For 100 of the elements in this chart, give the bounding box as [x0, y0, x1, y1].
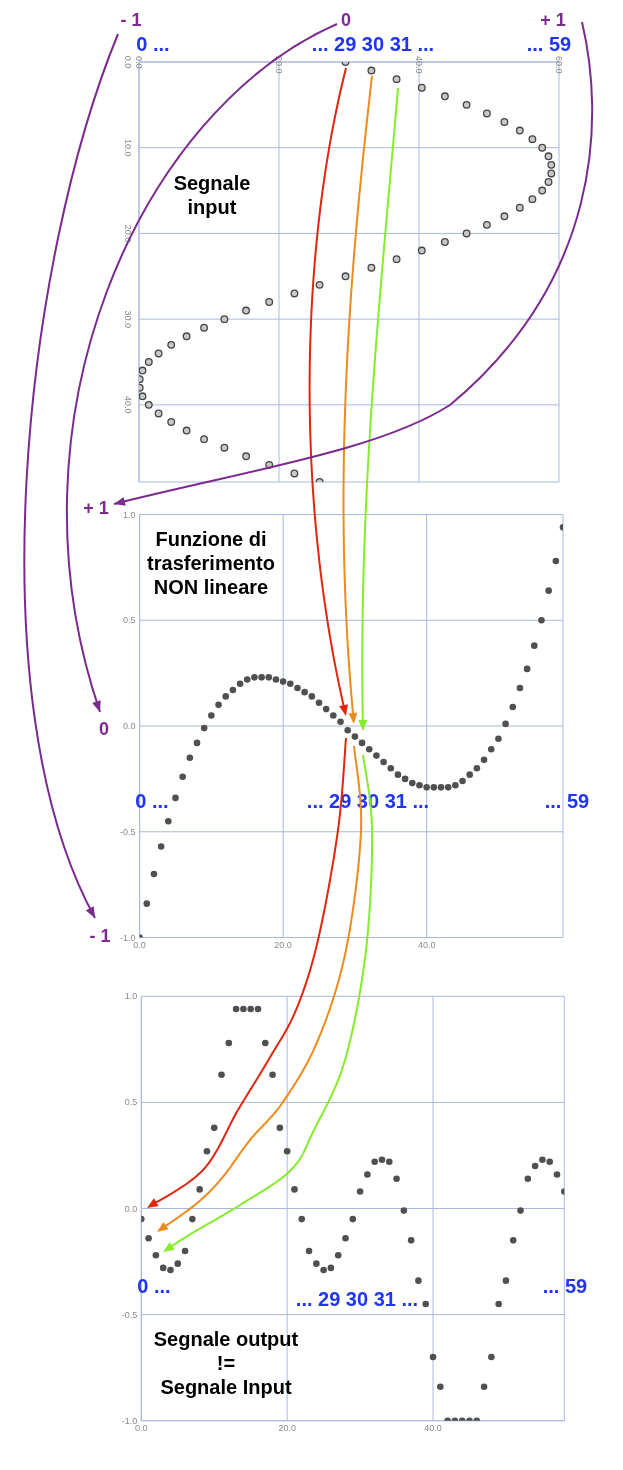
point [305, 1247, 313, 1255]
point [473, 765, 481, 772]
point [287, 680, 294, 687]
point [509, 703, 517, 711]
point [181, 1247, 189, 1255]
point [330, 712, 337, 719]
point [367, 263, 376, 272]
point [276, 1124, 284, 1132]
point [437, 1383, 444, 1391]
point [251, 674, 258, 681]
point [254, 1005, 262, 1013]
point [208, 712, 215, 719]
point [139, 366, 147, 375]
point [462, 100, 471, 109]
point [269, 1071, 276, 1079]
x-tick-label: 0.0 [133, 939, 146, 950]
point [482, 220, 491, 229]
point [547, 160, 556, 169]
point [415, 1277, 422, 1284]
point [515, 203, 524, 212]
point [545, 587, 552, 594]
point [283, 1147, 291, 1155]
point [417, 83, 426, 92]
y-tick-label: -0.5 [120, 826, 136, 837]
point [385, 1158, 393, 1166]
point [182, 426, 191, 435]
point [215, 701, 222, 709]
text: Funzione di trasferimento NON lineare [147, 527, 275, 599]
point [154, 349, 163, 358]
text: + 1 [83, 498, 109, 518]
point [242, 306, 251, 315]
text: ... 59 [526, 33, 572, 55]
point [401, 775, 409, 783]
point [242, 452, 251, 461]
point [196, 1186, 203, 1193]
point [538, 186, 547, 195]
point [203, 1147, 211, 1155]
point [547, 169, 556, 178]
point [378, 1156, 386, 1163]
annotation: ... 29 30 31 ... [295, 1288, 419, 1310]
y-tick-label: -1.0 [120, 932, 136, 943]
point [210, 1124, 218, 1132]
point [261, 1039, 269, 1047]
x-tick-label: 40.0 [424, 1423, 442, 1434]
point [373, 752, 380, 759]
point [258, 674, 265, 681]
point [407, 1237, 415, 1244]
point [466, 771, 474, 778]
point [539, 1156, 546, 1163]
point [423, 784, 430, 791]
point [544, 152, 553, 161]
text: ... 29 30 31 ... [311, 33, 435, 55]
point [315, 699, 323, 707]
point [538, 143, 547, 152]
point [341, 272, 350, 281]
point [167, 340, 176, 349]
point [337, 718, 344, 726]
y-tick-label: 0.5 [124, 1097, 138, 1108]
point [531, 1162, 539, 1170]
point [243, 676, 251, 683]
point [265, 298, 274, 306]
y-tick-label: 1.0 [123, 509, 136, 520]
point [523, 665, 531, 673]
point [416, 781, 423, 789]
point [291, 1186, 298, 1193]
point [509, 1237, 517, 1244]
point [236, 680, 244, 687]
point [394, 771, 402, 778]
point [358, 739, 366, 747]
point [322, 705, 330, 713]
text: Segnale input [173, 171, 251, 219]
point [220, 315, 229, 324]
point [430, 784, 438, 791]
point [356, 1188, 364, 1195]
point [367, 66, 376, 75]
x-tick-label: 0.0 [135, 1423, 148, 1434]
y-tick-label: 0.5 [123, 615, 136, 626]
point [152, 1251, 160, 1259]
point [232, 1005, 240, 1013]
point [528, 135, 537, 144]
point [193, 739, 201, 747]
point [440, 92, 449, 101]
point [218, 1071, 225, 1079]
text: 0 ... [136, 33, 170, 55]
point [298, 1215, 306, 1223]
point [392, 255, 401, 264]
point [334, 1251, 342, 1259]
point [552, 557, 560, 565]
point [179, 773, 186, 781]
point [229, 686, 237, 694]
point [222, 693, 230, 700]
point [429, 1353, 437, 1361]
point [189, 1215, 196, 1223]
point [546, 1158, 554, 1166]
point [154, 409, 163, 418]
point [342, 1234, 349, 1242]
point [531, 642, 538, 649]
y-tick-label: 0.0 [123, 721, 136, 731]
point [172, 794, 179, 802]
point [144, 400, 153, 409]
